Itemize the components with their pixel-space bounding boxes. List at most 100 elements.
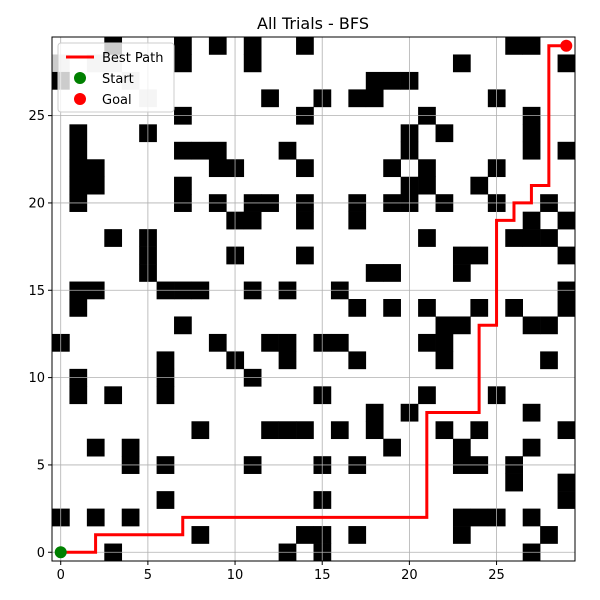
obstacle-cell [296,246,314,265]
obstacle-cell [191,141,210,160]
obstacle-cell [121,438,140,457]
obstacle-cell [470,299,489,317]
obstacle-cell [418,159,436,178]
legend: Best Path Start Goal [57,42,175,113]
obstacle-cell [174,316,192,335]
obstacle-cell [522,124,541,143]
legend-box [57,42,175,113]
obstacle-cell [540,351,558,370]
obstacle-cell [557,473,576,492]
obstacle-cell [365,421,384,440]
obstacle-cell [261,333,279,352]
obstacle-cell [418,229,436,247]
obstacle-cell [522,211,541,230]
obstacle-cell [86,159,105,178]
obstacle-cell [86,176,105,195]
obstacle-cell [208,37,227,55]
obstacle-cell [383,438,401,457]
obstacle-cell [243,211,262,230]
obstacle-cell [557,246,576,265]
x-tick-label: 0 [57,568,65,583]
obstacle-cell [278,141,297,160]
obstacle-cell [208,333,227,352]
obstacle-cell [296,159,314,178]
obstacle-cell [383,299,401,317]
obstacle-cell [174,37,192,55]
obstacle-cell [418,299,436,317]
obstacle-cell [540,526,558,544]
obstacle-cell [452,316,471,335]
y-tick-label: 20 [28,196,45,211]
obstacle-cell [435,333,454,352]
y-tick-label: 0 [37,546,45,561]
obstacle-cell [348,299,367,317]
obstacle-cell [243,54,262,73]
obstacle-cell [522,229,541,247]
obstacle-cell [418,176,436,195]
obstacle-cell [156,491,175,509]
obstacle-cell [435,351,454,370]
obstacle-cell [452,264,471,282]
obstacle-cell [69,299,88,317]
legend-label: Best Path [102,51,163,66]
obstacle-cell [452,526,471,544]
obstacle-cell [505,473,523,492]
obstacle-cell [522,403,541,422]
y-tick-label: 15 [28,284,45,299]
plot-frame [51,36,576,562]
legend-marker-swatch [74,93,86,105]
obstacle-cell [261,89,279,108]
obstacle-cell [156,351,175,370]
obstacle-cell [365,71,384,90]
obstacle-cell [452,508,471,527]
obstacle-cell [557,491,576,509]
obstacle-cell [156,386,175,405]
obstacle-cell [296,37,314,55]
obstacle-cell [452,246,471,265]
x-tick-label: 10 [227,568,244,583]
obstacle-cell [522,438,541,457]
obstacle-cell [348,526,367,544]
obstacle-cell [174,176,192,195]
obstacle-cell [208,159,227,178]
y-tick-label: 10 [28,371,45,386]
obstacle-cell [174,141,192,160]
obstacle-cell [365,264,384,282]
obstacle-cell [278,333,297,352]
obstacle-cell [505,299,523,317]
obstacle-cell [69,386,88,405]
x-tick-label: 25 [488,568,505,583]
obstacle-cell [104,229,123,247]
obstacle-cell [330,421,349,440]
obstacle-cell [365,89,384,108]
obstacle-cell [278,351,297,370]
obstacle-cell [383,264,401,282]
y-tick-label: 25 [28,109,45,124]
obstacle-cell [69,141,88,160]
obstacle-cell [522,508,541,527]
obstacle-cell [86,508,105,527]
goal-marker [560,39,573,52]
obstacle-cell [121,508,140,527]
obstacle-cell [296,211,314,230]
obstacle-cell [557,211,576,230]
best-path-line [60,44,567,554]
obstacle-cell [69,159,88,178]
obstacle-cell [296,421,314,440]
obstacle-cell [452,54,471,73]
obstacle-cell [557,141,576,160]
obstacle-cell [278,421,297,440]
obstacle-cell [557,299,576,317]
obstacle-cell [435,124,454,143]
obstacle-cell [348,89,367,108]
obstacle-cell [452,438,471,457]
obstacle-cell [86,438,105,457]
obstacle-cell [191,526,210,544]
obstacle-cell [557,421,576,440]
obstacle-cell [69,176,88,195]
obstacle-cell [365,403,384,422]
obstacle-cell [208,141,227,160]
obstacle-cell [383,159,401,178]
obstacle-cell [191,421,210,440]
